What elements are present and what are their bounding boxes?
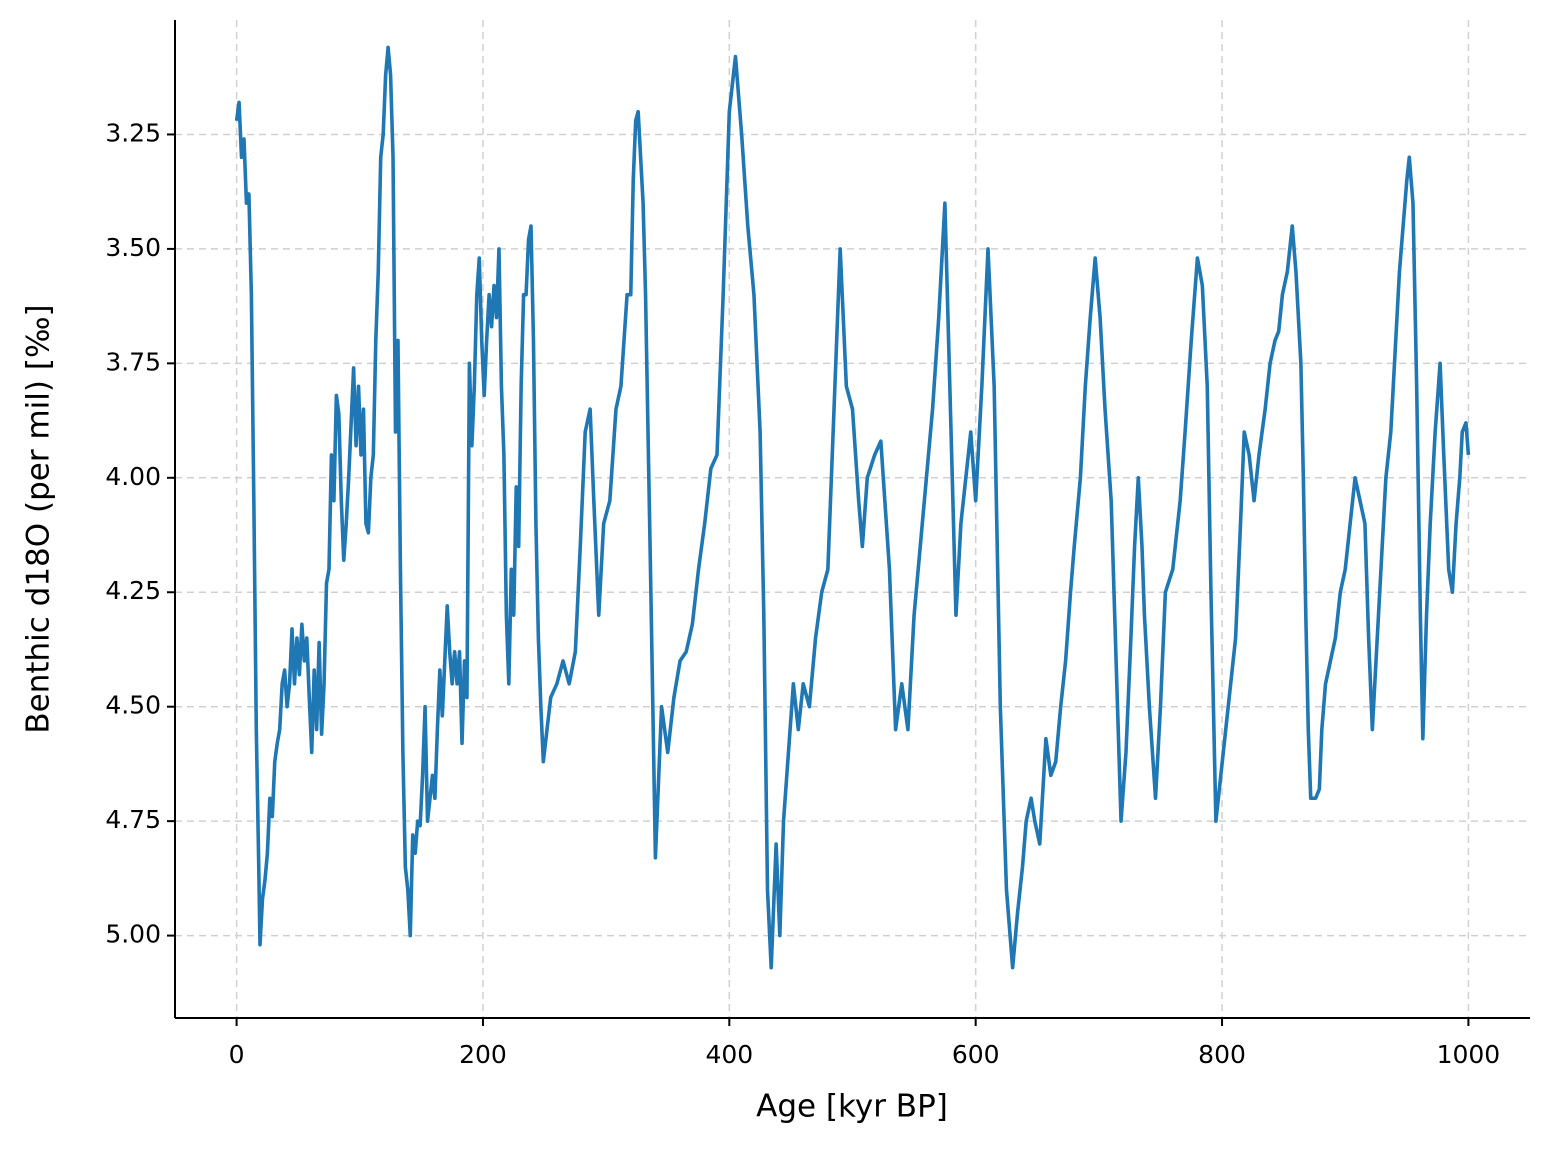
x-tick-label: 200 — [459, 1040, 507, 1069]
y-tick-label: 5.00 — [105, 920, 161, 949]
y-tick-label: 4.00 — [105, 462, 161, 491]
y-tick-label: 3.50 — [105, 233, 161, 262]
x-tick-label: 600 — [952, 1040, 1000, 1069]
x-axis-label: Age [kyr BP] — [756, 1089, 948, 1125]
x-tick-label: 1000 — [1437, 1040, 1501, 1069]
y-tick-label: 3.25 — [105, 118, 161, 147]
y-tick-label: 4.50 — [105, 691, 161, 720]
x-tick-label: 400 — [705, 1040, 753, 1069]
y-axis-label: Benthic d18O (per mil) [‰] — [21, 304, 57, 733]
y-tick-label: 4.25 — [105, 576, 161, 605]
y-tick-label: 3.75 — [105, 347, 161, 376]
x-tick-label: 0 — [229, 1040, 245, 1069]
y-tick-label: 4.75 — [105, 805, 161, 834]
x-tick-label: 800 — [1198, 1040, 1246, 1069]
data-line — [234, 45, 1471, 970]
